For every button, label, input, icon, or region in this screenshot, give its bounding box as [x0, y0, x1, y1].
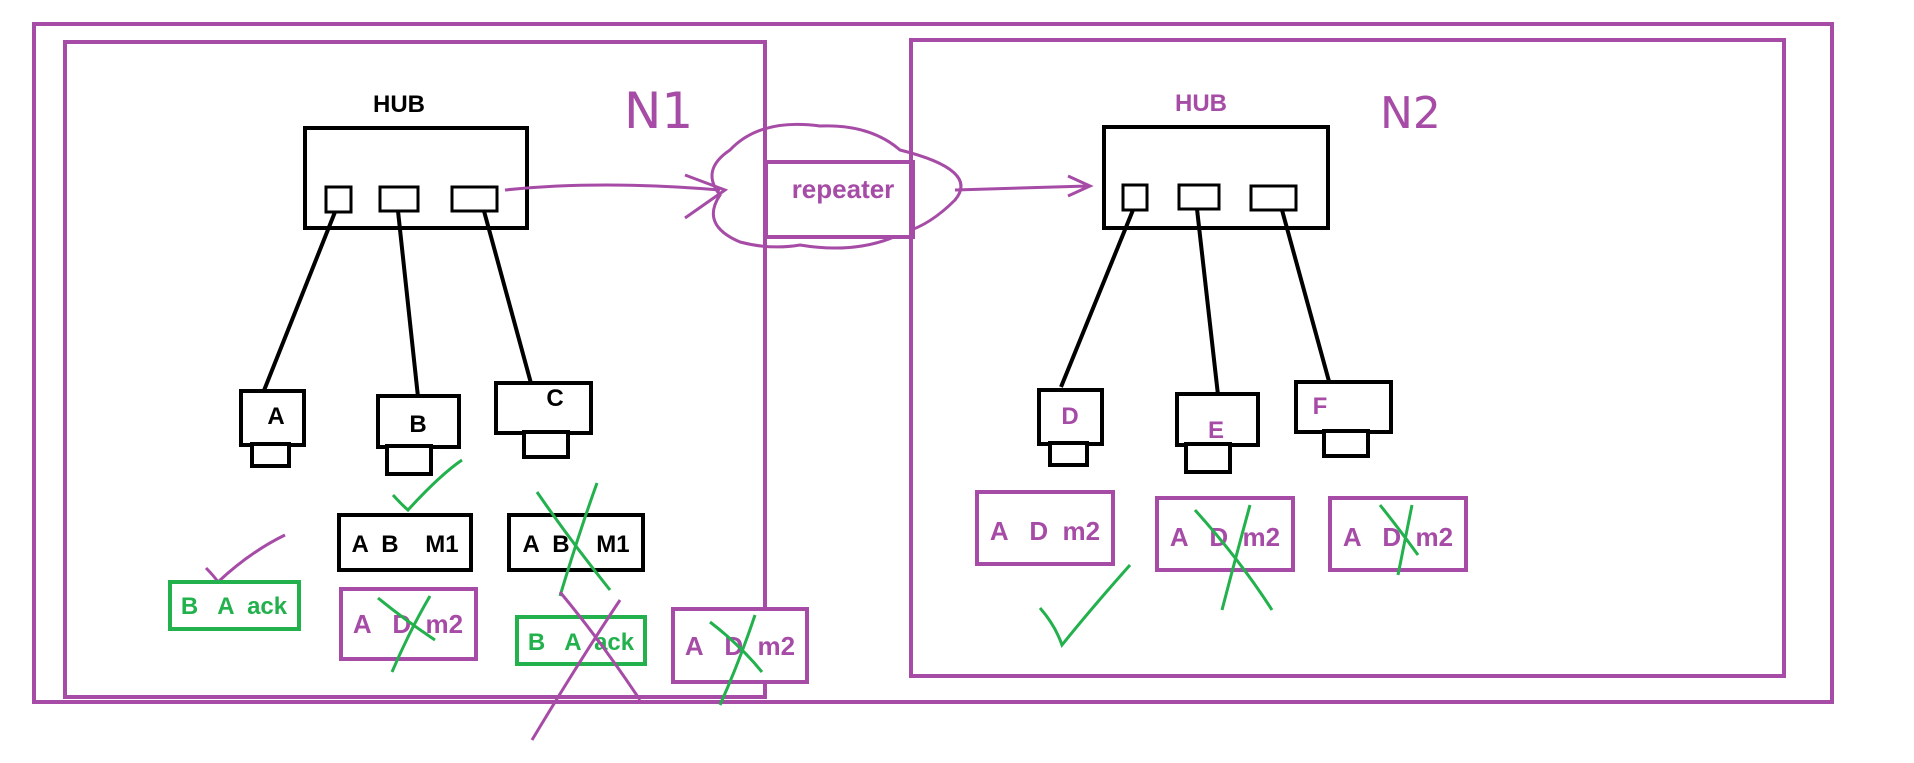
cable-hub-to-a — [261, 211, 337, 394]
host-c: C — [494, 381, 593, 459]
host-c-label: C — [546, 385, 563, 412]
host-b-label: B — [409, 411, 426, 438]
host-e: E — [1175, 392, 1260, 474]
frame-b-m1: A B M1 — [337, 513, 473, 572]
outer-boundary — [32, 22, 1834, 704]
m2-frame-d: A D m2 — [975, 490, 1115, 566]
cable-hub-to-e — [1195, 208, 1220, 396]
network-n2-boundary — [909, 38, 1786, 678]
check-mark-a — [204, 533, 286, 585]
hub-n2-label: HUB — [1175, 90, 1227, 117]
hub-n1 — [303, 126, 529, 230]
ack-frame-c: B A ack — [515, 615, 647, 666]
host-d-label: D — [1061, 403, 1078, 430]
ack-frame-a: B A ack — [168, 580, 301, 631]
host-a-label: A — [267, 403, 284, 430]
hub-n1-label: HUB — [373, 91, 425, 118]
cable-hub-to-c — [482, 210, 534, 388]
m2-frame-f: A D m2 — [1328, 496, 1468, 572]
cross-mark-m2-out — [709, 614, 764, 706]
ack-frame-c-text: B A ack — [528, 629, 635, 656]
frame-b-m1-text: A B M1 — [351, 531, 458, 558]
m2-frame-d-text: A D m2 — [990, 516, 1100, 546]
check-mark-d — [1038, 564, 1132, 649]
cable-hub-to-b — [396, 210, 420, 398]
host-f-label: F — [1313, 393, 1328, 420]
cross-mark-c-m1 — [535, 482, 612, 597]
cross-mark-m2-b — [377, 595, 436, 673]
network-n2-label: N2 — [1380, 88, 1441, 139]
repeater: repeater — [764, 160, 915, 239]
ack-frame-a-text: B A ack — [181, 593, 288, 620]
arrow-repeater-to-hub-n2 — [954, 174, 1094, 198]
host-e-label: E — [1208, 417, 1224, 444]
network-n1-label: N1 — [624, 82, 693, 140]
host-f: F — [1294, 380, 1393, 458]
cross-mark-ack-c — [530, 591, 642, 741]
hub-n2-port-3 — [1249, 184, 1298, 212]
host-d: D — [1037, 388, 1104, 467]
network-n1-boundary — [63, 40, 767, 699]
m2-frame-b: A D m2 — [339, 587, 478, 661]
host-a: A — [239, 389, 306, 468]
hub-n2-port-1 — [1121, 183, 1149, 212]
host-b: B — [376, 394, 461, 476]
hub-n2 — [1102, 125, 1330, 230]
m2-frame-out: A D m2 — [671, 607, 809, 684]
hub-n1-port-3 — [450, 185, 499, 213]
cross-mark-m2-e — [1193, 504, 1274, 611]
arrow-hub-n1-to-repeater — [504, 173, 729, 220]
cable-hub-to-d — [1059, 209, 1135, 388]
check-mark-b — [391, 458, 463, 513]
cross-mark-m2-f — [1378, 504, 1420, 576]
m2-frame-e: A D m2 — [1155, 496, 1295, 572]
cable-hub-to-f — [1280, 209, 1332, 386]
hub-n1-port-1 — [324, 185, 353, 214]
repeater-label: repeater — [792, 174, 895, 204]
